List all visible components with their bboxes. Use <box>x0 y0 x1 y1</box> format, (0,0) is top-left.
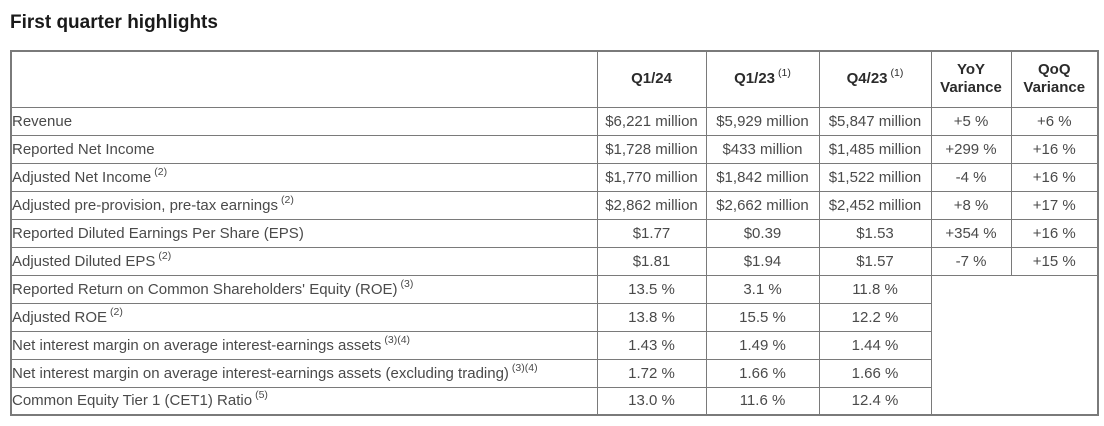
footnote-marker: (3)(4) <box>384 333 411 346</box>
page-title: First quarter highlights <box>10 12 218 33</box>
row-label: Reported Net Income <box>10 134 598 164</box>
cell-q4-23: $1,485 million <box>818 134 932 164</box>
header-q1-24: Q1/24 <box>596 50 707 108</box>
header-yoy-line2: Variance <box>940 79 1002 97</box>
cell-q4-23: 12.2 % <box>818 302 932 332</box>
cell-q1-23: $1.94 <box>705 246 820 276</box>
header-q4-23-label: Q4/23 <box>846 69 888 87</box>
cell-q1-23: 1.49 % <box>705 330 820 360</box>
header-q1-24-label: Q1/24 <box>631 69 672 87</box>
cell-q1-24: 1.72 % <box>596 358 707 388</box>
cell-yoy: +299 % <box>930 134 1012 164</box>
footnote-marker: (2) <box>110 305 123 318</box>
cell-q4-23: $5,847 million <box>818 106 932 136</box>
row-label: Adjusted pre-provision, pre-tax earnings… <box>10 190 598 220</box>
cell-q1-23: 15.5 % <box>705 302 820 332</box>
cell-q1-23: $5,929 million <box>705 106 820 136</box>
cell-qoq: +6 % <box>1010 106 1099 136</box>
table-row-adjusted-pppt-earnings: Adjusted pre-provision, pre-tax earnings… <box>10 190 1099 220</box>
footnote-marker: (3) <box>400 277 414 290</box>
footnote-marker: (3)(4) <box>511 361 538 374</box>
cell-q4-23: 11.8 % <box>818 274 932 304</box>
cell-q4-23: $2,452 million <box>818 190 932 220</box>
cell-yoy: +8 % <box>930 190 1012 220</box>
cell-yoy: -7 % <box>930 246 1012 276</box>
cell-q1-24: $6,221 million <box>596 106 707 136</box>
cell-q1-24: $1.81 <box>596 246 707 276</box>
header-qoq-line2: Variance <box>1023 79 1086 97</box>
cell-q1-23: $0.39 <box>705 218 820 248</box>
footnote-marker: (2) <box>154 165 168 178</box>
cell-q1-23: $1,842 million <box>705 162 820 192</box>
cell-qoq: +16 % <box>1010 218 1099 248</box>
cell-q1-23: 3.1 % <box>705 274 820 304</box>
header-q4-23: Q4/23 (1) <box>818 50 932 108</box>
row-label: Revenue <box>10 106 598 136</box>
cell-q1-24: 13.0 % <box>596 386 707 416</box>
cell-qoq: +17 % <box>1010 190 1099 220</box>
table-row-reported-net-income: Reported Net Income $1,728 million $433 … <box>10 134 1099 164</box>
header-q1-23: Q1/23 (1) <box>705 50 820 108</box>
first-quarter-highlights-table: Q1/24 Q1/23 (1) Q4/23 (1) YoY Variance QoQ V… <box>10 50 1099 416</box>
cell-qoq: +16 % <box>1010 162 1099 192</box>
cell-q4-23: 12.4 % <box>818 386 932 416</box>
cell-q1-23: $433 million <box>705 134 820 164</box>
footnote-marker: (5) <box>255 389 268 402</box>
table-row-adjusted-diluted-eps: Adjusted Diluted EPS (2) $1.81 $1.94 $1.5… <box>10 246 1099 276</box>
row-label: Net interest margin on average interest-… <box>10 330 598 360</box>
cell-q1-24: 13.8 % <box>596 302 707 332</box>
cell-qoq: +15 % <box>1010 246 1099 276</box>
variance-empty-merged-cell <box>930 274 1099 416</box>
table-row-reported-roe: Reported Return on Common Shareholders' … <box>10 274 1099 416</box>
cell-q1-23: 11.6 % <box>705 386 820 416</box>
row-label: Net interest margin on average interest-… <box>10 358 598 388</box>
row-label: Adjusted Diluted EPS (2) <box>10 246 598 276</box>
cell-q1-23: 1.66 % <box>705 358 820 388</box>
header-qoq-line1: QoQ <box>1038 60 1071 78</box>
cell-q1-24: 1.43 % <box>596 330 707 360</box>
cell-q1-24: $1,728 million <box>596 134 707 164</box>
row-label: Reported Diluted Earnings Per Share (EPS… <box>10 218 598 248</box>
page: First quarter highlights Q1/24 Q1/23 (1) … <box>10 12 1099 416</box>
cell-q1-24: 13.5 % <box>596 274 707 304</box>
row-label: Reported Return on Common Shareholders' … <box>10 274 598 304</box>
table-row-revenue: Revenue $6,221 million $5,929 million $5… <box>10 106 1099 136</box>
header-yoy-line1: YoY <box>956 60 986 78</box>
cell-yoy: -4 % <box>930 162 1012 192</box>
cell-q4-23: $1,522 million <box>818 162 932 192</box>
cell-q1-24: $2,862 million <box>596 190 707 220</box>
cell-qoq: +16 % <box>1010 134 1099 164</box>
cell-q4-23: 1.66 % <box>818 358 932 388</box>
cell-q1-24: $1,770 million <box>596 162 707 192</box>
row-label: Adjusted ROE (2) <box>10 302 598 332</box>
row-label: Adjusted Net Income (2) <box>10 162 598 192</box>
header-q4-23-footnote: (1) <box>890 66 904 79</box>
cell-q4-23: 1.44 % <box>818 330 932 360</box>
table-row-reported-diluted-eps: Reported Diluted Earnings Per Share (EPS… <box>10 218 1099 248</box>
header-q1-23-label: Q1/23 <box>734 69 776 87</box>
footnote-marker: (2) <box>158 249 172 262</box>
cell-q1-23: $2,662 million <box>705 190 820 220</box>
table-row-adjusted-roe: Adjusted ROE (2) 13.8 % 15.5 % 12.2 % <box>10 302 1098 332</box>
row-label: Common Equity Tier 1 (CET1) Ratio (5) <box>10 386 598 416</box>
table-row-nim: Net interest margin on average interest-… <box>10 330 1098 360</box>
cell-q4-23: $1.53 <box>818 218 932 248</box>
table-row-cet1-ratio: Common Equity Tier 1 (CET1) Ratio (5) 13.… <box>10 386 1098 416</box>
cell-yoy: +354 % <box>930 218 1012 248</box>
header-q1-23-footnote: (1) <box>778 66 791 79</box>
header-yoy-variance: YoY Variance <box>930 50 1012 108</box>
header-empty-cell <box>10 50 598 108</box>
cell-yoy: +5 % <box>930 106 1012 136</box>
table-row-adjusted-net-income: Adjusted Net Income (2) $1,770 million $1… <box>10 162 1099 192</box>
header-qoq-variance: QoQ Variance <box>1010 50 1099 108</box>
cell-q4-23: $1.57 <box>818 246 932 276</box>
footnote-marker: (2) <box>280 193 294 206</box>
cell-q1-24: $1.77 <box>596 218 707 248</box>
header-row: Q1/24 Q1/23 (1) Q4/23 (1) YoY Variance QoQ V… <box>10 50 1099 108</box>
